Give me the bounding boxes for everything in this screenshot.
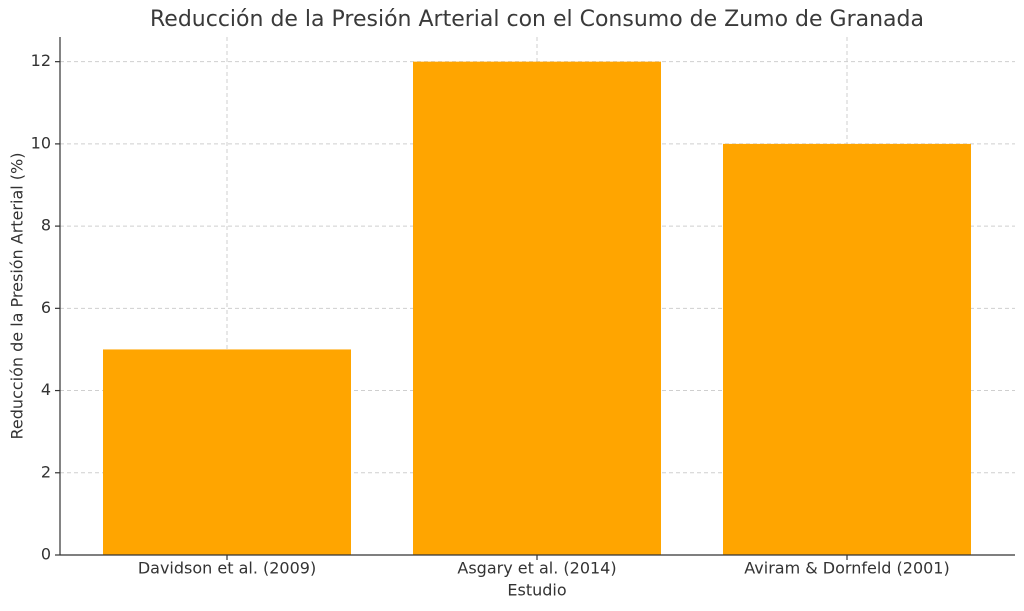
x-axis-label: Estudio	[507, 581, 566, 600]
y-tick-label: 10	[31, 133, 51, 152]
y-tick-label: 6	[41, 298, 51, 317]
chart-title: Reducción de la Presión Arterial con el …	[150, 7, 924, 32]
bar	[723, 143, 971, 555]
x-tick-label: Asgary et al. (2014)	[457, 559, 616, 578]
y-tick-label: 8	[41, 216, 51, 235]
bar	[103, 349, 351, 555]
y-tick-label: 0	[41, 545, 51, 564]
bar	[413, 61, 661, 556]
y-tick-label: 2	[41, 462, 51, 481]
y-axis-label: Reducción de la Presión Arterial (%)	[8, 153, 27, 440]
x-tick-label: Aviram & Dornfeld (2001)	[744, 559, 949, 578]
y-tick-label: 4	[41, 380, 51, 399]
y-tick-label: 12	[31, 51, 51, 70]
x-tick-label: Davidson et al. (2009)	[138, 559, 316, 578]
